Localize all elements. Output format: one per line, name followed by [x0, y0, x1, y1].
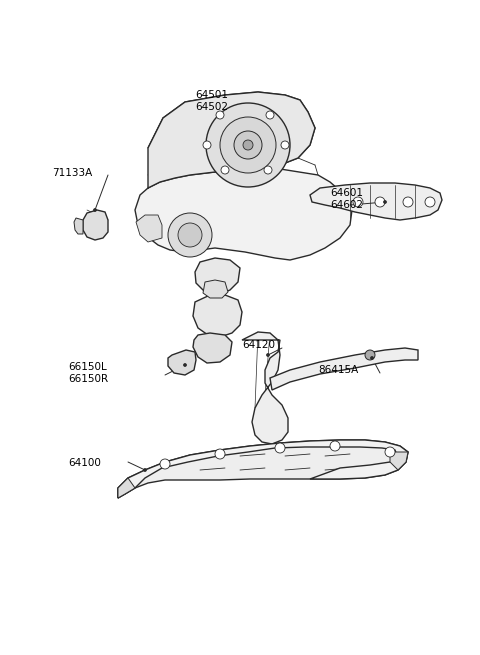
Circle shape — [384, 200, 386, 204]
Polygon shape — [148, 92, 315, 188]
Polygon shape — [270, 348, 418, 390]
Circle shape — [266, 111, 274, 119]
Circle shape — [94, 208, 96, 212]
Polygon shape — [136, 215, 162, 242]
Text: 64100: 64100 — [68, 458, 101, 468]
Circle shape — [203, 141, 211, 149]
Polygon shape — [118, 478, 135, 498]
Polygon shape — [118, 440, 408, 498]
Text: 66150L
66150R: 66150L 66150R — [68, 362, 108, 384]
Polygon shape — [195, 258, 240, 295]
Circle shape — [160, 459, 170, 469]
Circle shape — [178, 223, 202, 247]
Polygon shape — [390, 452, 408, 470]
Polygon shape — [203, 280, 228, 298]
Circle shape — [206, 103, 290, 187]
Circle shape — [215, 449, 225, 459]
Circle shape — [264, 166, 272, 174]
Polygon shape — [118, 440, 408, 498]
Circle shape — [375, 197, 385, 207]
Text: 86415A: 86415A — [318, 365, 358, 375]
Circle shape — [220, 117, 276, 173]
Polygon shape — [83, 210, 108, 240]
Polygon shape — [310, 183, 442, 220]
Circle shape — [168, 213, 212, 257]
Polygon shape — [193, 295, 242, 337]
Polygon shape — [242, 332, 288, 444]
Circle shape — [266, 354, 269, 356]
Circle shape — [425, 197, 435, 207]
Polygon shape — [74, 218, 83, 234]
Text: 71133A: 71133A — [52, 168, 92, 178]
Circle shape — [365, 350, 375, 360]
Circle shape — [330, 441, 340, 451]
Circle shape — [183, 364, 187, 367]
Circle shape — [221, 166, 229, 174]
Circle shape — [403, 197, 413, 207]
Circle shape — [371, 356, 373, 360]
Circle shape — [144, 468, 146, 472]
Circle shape — [385, 447, 395, 457]
Text: 64501
64502: 64501 64502 — [195, 90, 228, 111]
Circle shape — [234, 131, 262, 159]
Text: 64120: 64120 — [242, 340, 275, 350]
Polygon shape — [193, 333, 232, 363]
Circle shape — [243, 140, 253, 150]
Polygon shape — [168, 350, 196, 375]
Circle shape — [281, 141, 289, 149]
Polygon shape — [135, 92, 352, 260]
Circle shape — [216, 111, 224, 119]
Circle shape — [275, 443, 285, 453]
Text: 64601
64602: 64601 64602 — [330, 188, 363, 210]
Circle shape — [353, 197, 363, 207]
